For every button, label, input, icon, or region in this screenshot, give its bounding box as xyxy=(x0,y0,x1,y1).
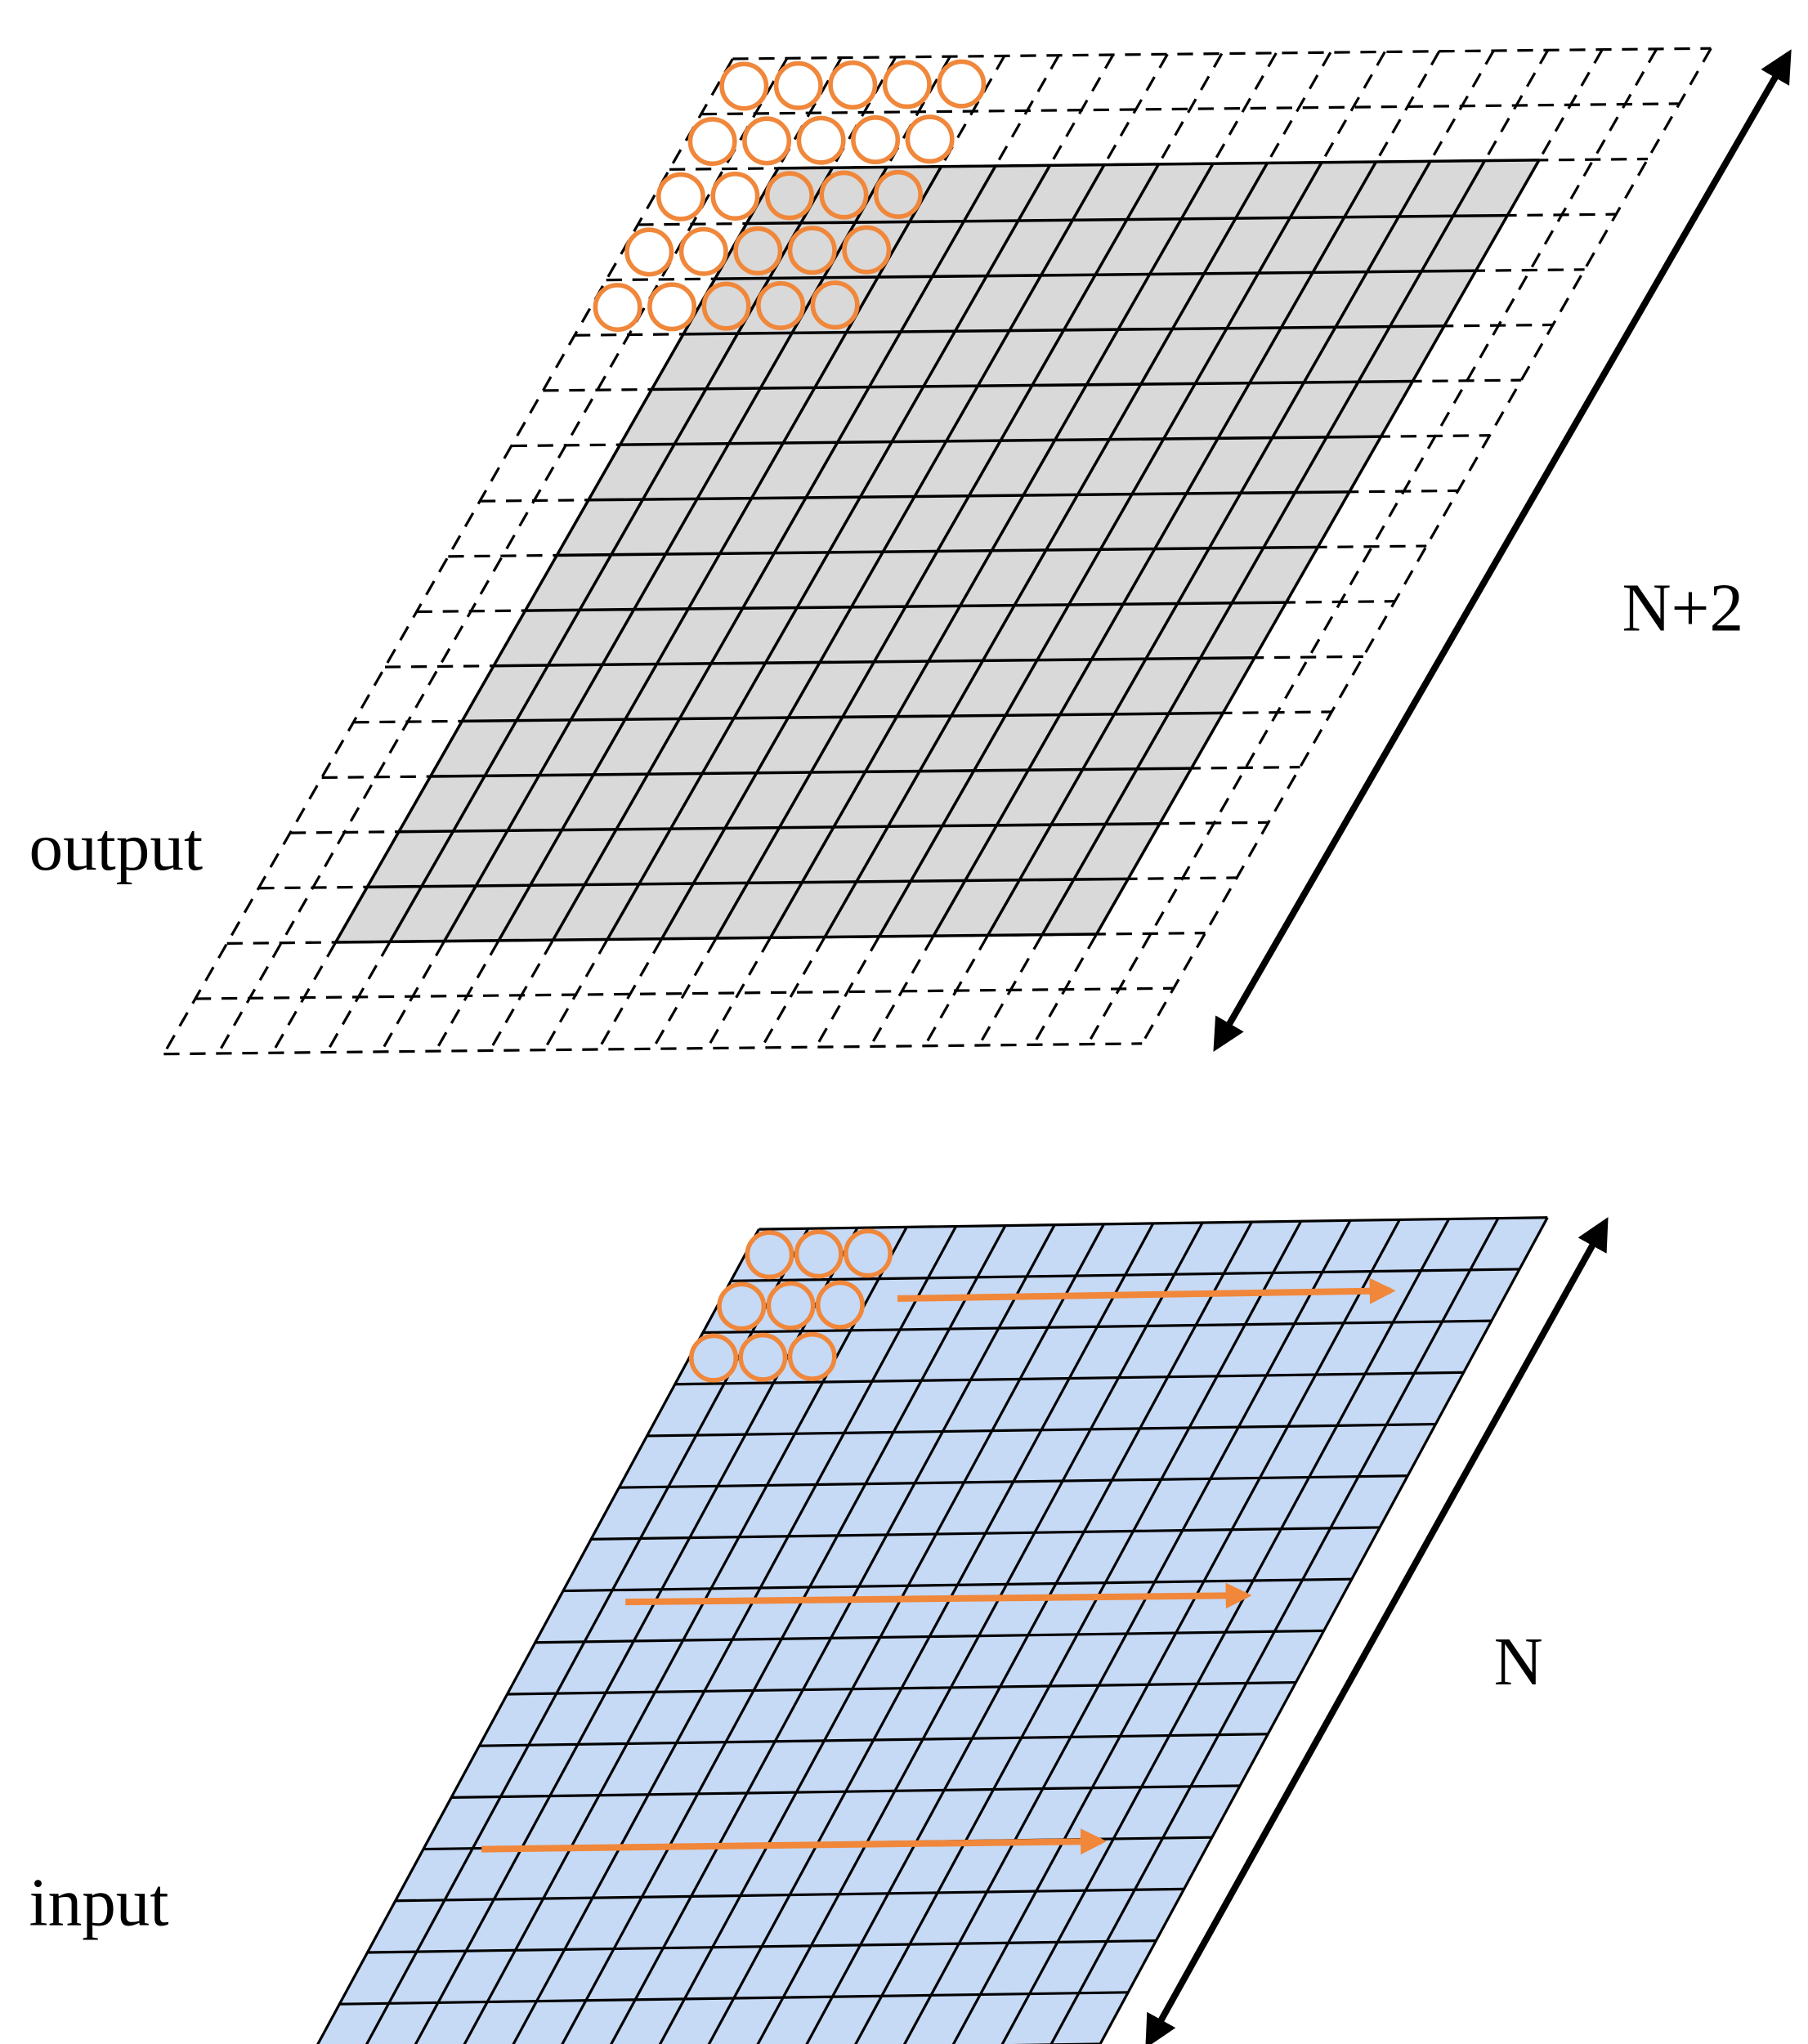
kernel-circle xyxy=(773,60,823,110)
kernel-circle xyxy=(794,1229,844,1279)
grid-line xyxy=(561,1224,1007,2044)
kernel-circle xyxy=(764,171,814,221)
kernel-circle xyxy=(787,1331,837,1381)
kernel-circle xyxy=(701,281,751,331)
grid-line xyxy=(512,1225,958,2044)
grid-line xyxy=(769,163,1215,939)
grid-line xyxy=(163,1042,1143,1056)
kernel-circle xyxy=(738,1332,788,1382)
kernel-circle xyxy=(733,226,783,276)
kernel-circle xyxy=(647,282,697,332)
grid-line xyxy=(217,57,789,1054)
kernel-circle xyxy=(842,225,892,275)
kernel-circle xyxy=(882,60,932,110)
kernel-circle xyxy=(656,172,705,221)
grids xyxy=(162,47,1712,2044)
grid-label: input xyxy=(29,1864,169,1939)
grid-line xyxy=(660,163,1106,940)
grid-line xyxy=(756,1222,1204,2044)
kernel-circle xyxy=(851,114,901,164)
kernel-circle xyxy=(828,60,878,110)
scan-arrow xyxy=(481,1828,1108,1855)
kernel-circle xyxy=(937,59,987,109)
grid-line xyxy=(162,58,734,1055)
kernel-circle xyxy=(810,280,860,330)
size-label: N+2 xyxy=(1622,570,1743,645)
kernel-circle xyxy=(873,169,923,219)
grid-line xyxy=(658,1223,1105,2044)
kernel-circle xyxy=(815,1280,865,1330)
kernel-circle xyxy=(745,1230,794,1280)
grid-line xyxy=(823,162,1269,938)
kernel-circle xyxy=(819,170,869,220)
kernel-circle xyxy=(624,227,674,277)
kernel-circle xyxy=(756,280,806,330)
grid-line xyxy=(606,164,1052,941)
grid-label: output xyxy=(29,809,204,884)
grid-line xyxy=(316,1228,760,2044)
grid-line xyxy=(714,163,1161,939)
scan-arrow xyxy=(897,1277,1396,1304)
kernel-circle xyxy=(687,117,737,167)
kernel-circle xyxy=(678,226,728,276)
kernel-circle xyxy=(844,1228,893,1278)
size-arrow xyxy=(1213,49,1792,1053)
kernel-circle xyxy=(787,226,837,275)
grid-line xyxy=(707,1223,1155,2044)
kernel-circle xyxy=(719,61,769,111)
grid-line xyxy=(552,165,997,941)
kernel-circle xyxy=(710,172,760,221)
kernel-circle xyxy=(593,283,642,333)
kernel-circle xyxy=(717,1281,767,1331)
kernel-circle xyxy=(742,116,792,166)
kernel-circle xyxy=(905,114,955,164)
grid-line xyxy=(610,1223,1056,2044)
size-arrow xyxy=(1145,1217,1609,2044)
kernel-circle xyxy=(689,1333,739,1383)
size-label: N xyxy=(1494,1624,1543,1699)
scan-arrow xyxy=(625,1582,1252,1609)
grid-line xyxy=(497,165,943,941)
input-grid xyxy=(317,1217,1548,2044)
kernel-circle xyxy=(766,1281,816,1331)
kernel-circle xyxy=(796,115,846,165)
